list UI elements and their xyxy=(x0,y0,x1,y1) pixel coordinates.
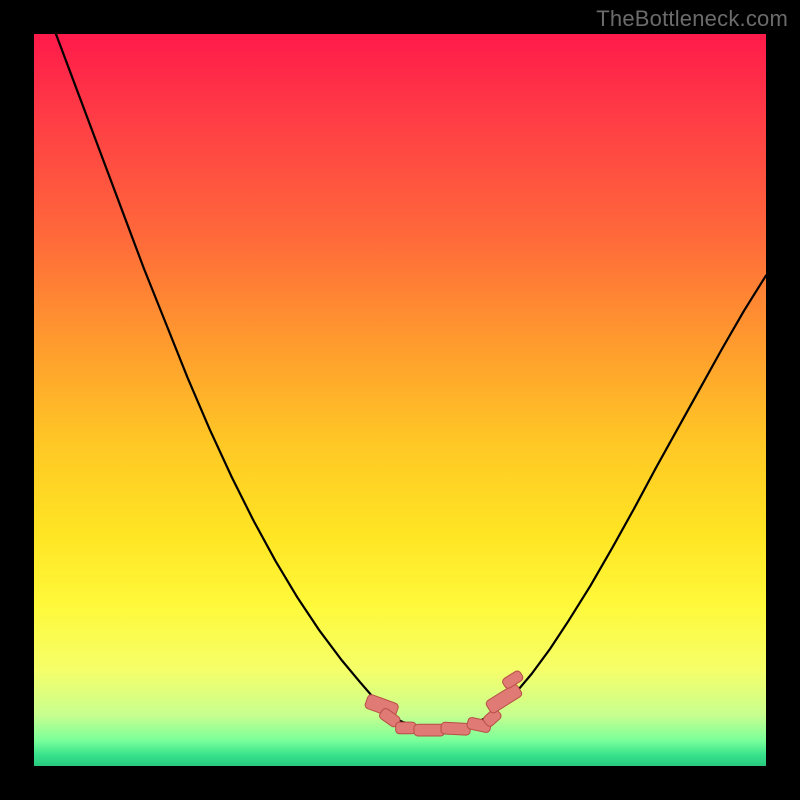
highlight-marker xyxy=(441,722,471,735)
chart-gradient-background xyxy=(34,34,766,766)
watermark-label: TheBottleneck.com xyxy=(596,6,788,32)
highlight-marker xyxy=(414,724,445,736)
highlight-marker xyxy=(396,722,417,734)
bottleneck-chart xyxy=(0,0,800,800)
